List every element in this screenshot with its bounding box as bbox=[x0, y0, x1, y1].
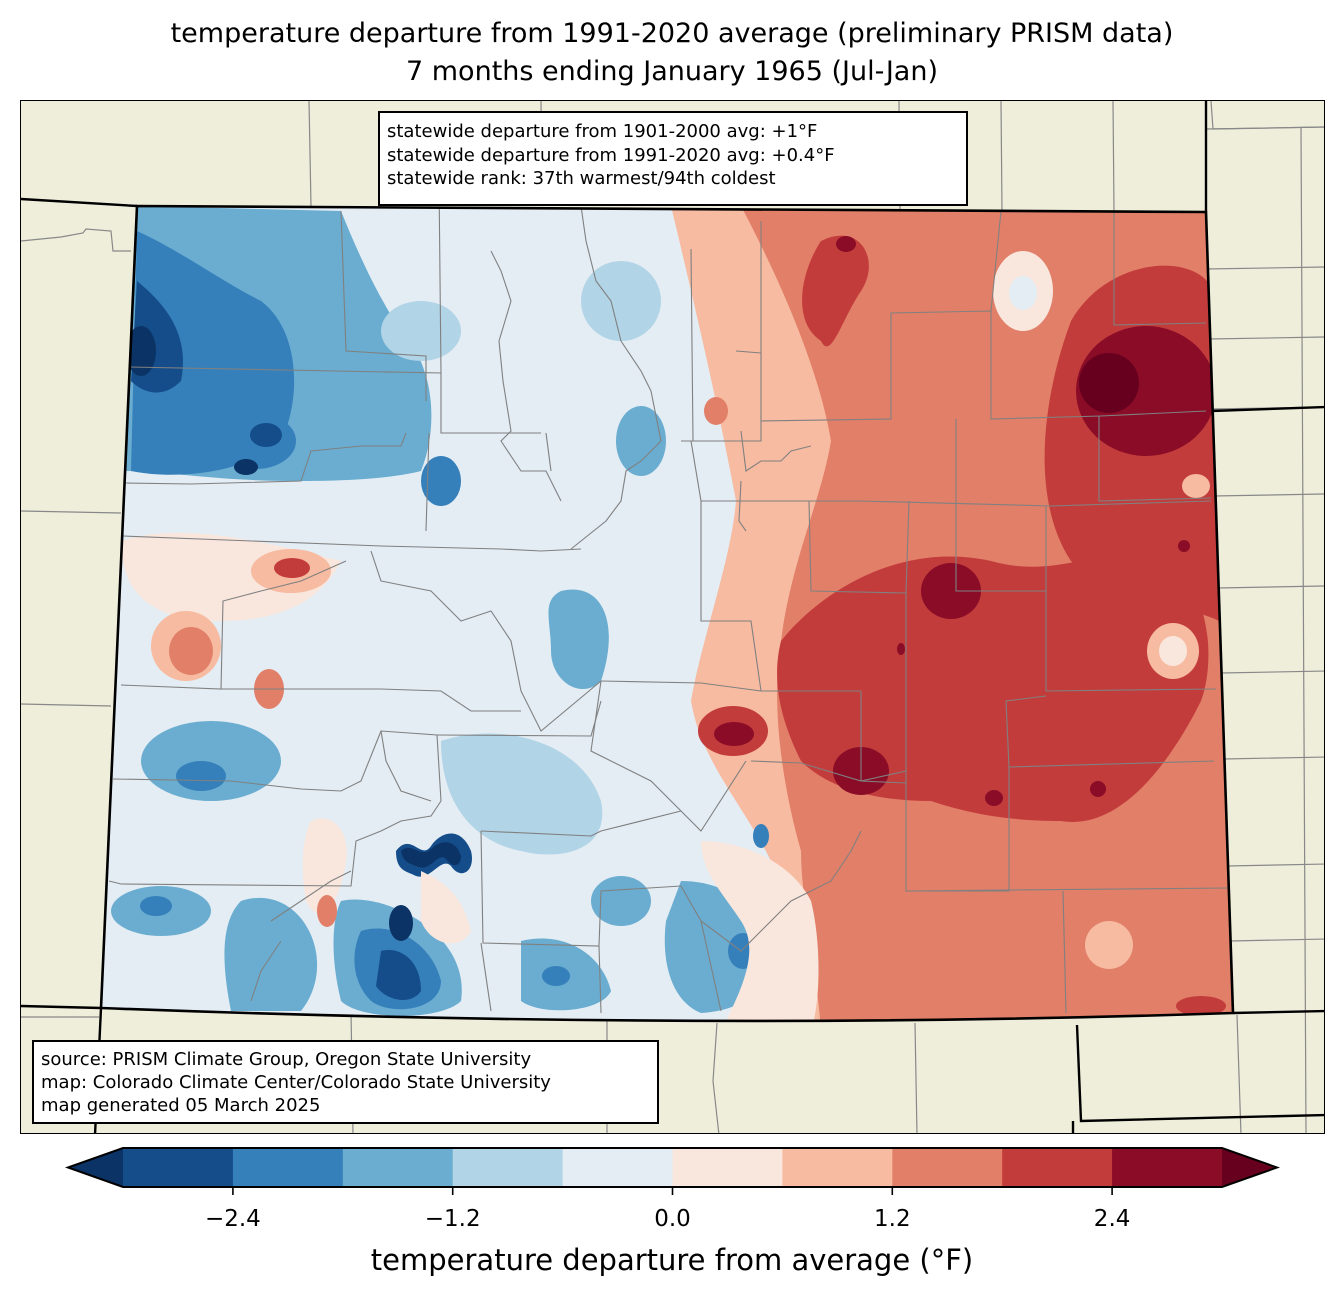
heatmap-contour-region bbox=[1178, 540, 1190, 552]
heatmap-contour-region bbox=[818, 990, 834, 1002]
heatmap-contour-region bbox=[441, 733, 603, 855]
heatmap-contour-region bbox=[421, 871, 471, 944]
heatmap-contour-region bbox=[753, 824, 769, 848]
heatmap-contour-region bbox=[714, 722, 754, 746]
heatmap-contour-region bbox=[140, 896, 172, 916]
colorbar-tick-label: −2.4 bbox=[204, 1206, 261, 1232]
colorbar-extend-min-arrow bbox=[68, 1148, 123, 1187]
colorbar-segment bbox=[232, 1148, 344, 1187]
heatmap-contour-region bbox=[616, 406, 666, 476]
heatmap-contour-region bbox=[274, 558, 310, 578]
credit-map-author: map: Colorado Climate Center/Colorado St… bbox=[41, 1072, 551, 1093]
heatmap-contour-region bbox=[176, 761, 226, 791]
colorbar-segment bbox=[123, 1148, 234, 1187]
map-title-line-2: 7 months ending January 1965 (Jul-Jan) bbox=[406, 56, 938, 87]
heatmap-contour-region bbox=[317, 895, 337, 927]
colorbar-tick-label: 1.2 bbox=[874, 1206, 911, 1232]
heatmap-contour-region bbox=[234, 459, 258, 475]
colorbar-segment bbox=[782, 1148, 893, 1187]
heatmap-contour-region bbox=[421, 456, 461, 506]
credit-generated-date: map generated 05 March 2025 bbox=[41, 1095, 321, 1116]
credit-box: source: PRISM Climate Group, Oregon Stat… bbox=[32, 1040, 659, 1124]
colorbar-segment bbox=[892, 1148, 1003, 1187]
heatmap-contour-region bbox=[1182, 474, 1210, 498]
colorbar-segment bbox=[562, 1148, 673, 1187]
colorbar bbox=[65, 1147, 1280, 1195]
heatmap-contour-region bbox=[141, 721, 281, 801]
heatmap-contour-region bbox=[777, 555, 1209, 822]
heatmap-contour-region bbox=[548, 589, 609, 690]
heatmap-contour-region bbox=[542, 966, 570, 986]
colorbar-tick-label: 2.4 bbox=[1093, 1206, 1131, 1232]
colorbar-label: temperature departure from average (°F) bbox=[370, 1243, 974, 1277]
heatmap-contour-region bbox=[250, 423, 282, 447]
colorbar-outline bbox=[65, 1147, 1280, 1188]
heatmap-contour-region bbox=[985, 790, 1003, 806]
heatmap-contour-region bbox=[389, 905, 413, 941]
heatmap-contour-region bbox=[1079, 353, 1139, 413]
heatmap-contour-region bbox=[1085, 921, 1133, 969]
colorbar-tick-label: −1.2 bbox=[424, 1206, 481, 1232]
heatmap-contour-region bbox=[1009, 276, 1037, 310]
temperature-map bbox=[21, 101, 1324, 1133]
stats-departure-1991-2020: statewide departure from 1991-2020 avg: … bbox=[387, 144, 835, 166]
heatmap-contour-region bbox=[1090, 781, 1106, 797]
stats-rank: statewide rank: 37th warmest/94th coldes… bbox=[387, 168, 776, 189]
heatmap-contour-region bbox=[126, 326, 156, 376]
heatmap-contour-region bbox=[302, 818, 347, 914]
colorado-state-border bbox=[99, 204, 1235, 1023]
heatmap-contour-region bbox=[401, 842, 461, 868]
map-panel bbox=[20, 100, 1325, 1134]
heatmap-contour-region bbox=[701, 841, 819, 1021]
map-title-line-1: temperature departure from 1991-2020 ave… bbox=[170, 18, 1174, 49]
stats-departure-1901-2000: statewide departure from 1901-2000 avg: … bbox=[387, 121, 818, 142]
heatmap-contour-region bbox=[376, 950, 421, 1001]
colorbar-tick-label: 0.0 bbox=[654, 1206, 691, 1232]
statewide-stats-box: statewide departure from 1901-2000 avg: … bbox=[378, 111, 968, 206]
colorbar-extend-max-arrow bbox=[1222, 1148, 1277, 1187]
heatmap-contour-region bbox=[1176, 996, 1226, 1016]
credit-source: source: PRISM Climate Group, Oregon Stat… bbox=[41, 1049, 532, 1070]
colorbar-segment bbox=[342, 1148, 454, 1187]
heatmap-contour-region bbox=[224, 897, 318, 1011]
heatmap-contour-region bbox=[381, 301, 461, 361]
heatmap-field bbox=[101, 206, 1233, 1021]
heatmap-contour-region bbox=[897, 643, 905, 655]
colorbar-segment bbox=[672, 1148, 783, 1187]
colorbar-segment bbox=[1002, 1148, 1113, 1187]
county-borders bbox=[108, 206, 1230, 1014]
heatmap-contour-region bbox=[802, 235, 869, 347]
heatmap-contour-region bbox=[581, 261, 661, 341]
colorbar-segment bbox=[452, 1148, 564, 1187]
heatmap-contour-region bbox=[704, 397, 728, 425]
heatmap-contour-region bbox=[921, 563, 981, 619]
colorbar-segment bbox=[1112, 1148, 1223, 1187]
heatmap-contour-region bbox=[1159, 636, 1187, 666]
heatmap-contour-region bbox=[169, 627, 213, 675]
heatmap-contour-region bbox=[836, 236, 856, 252]
